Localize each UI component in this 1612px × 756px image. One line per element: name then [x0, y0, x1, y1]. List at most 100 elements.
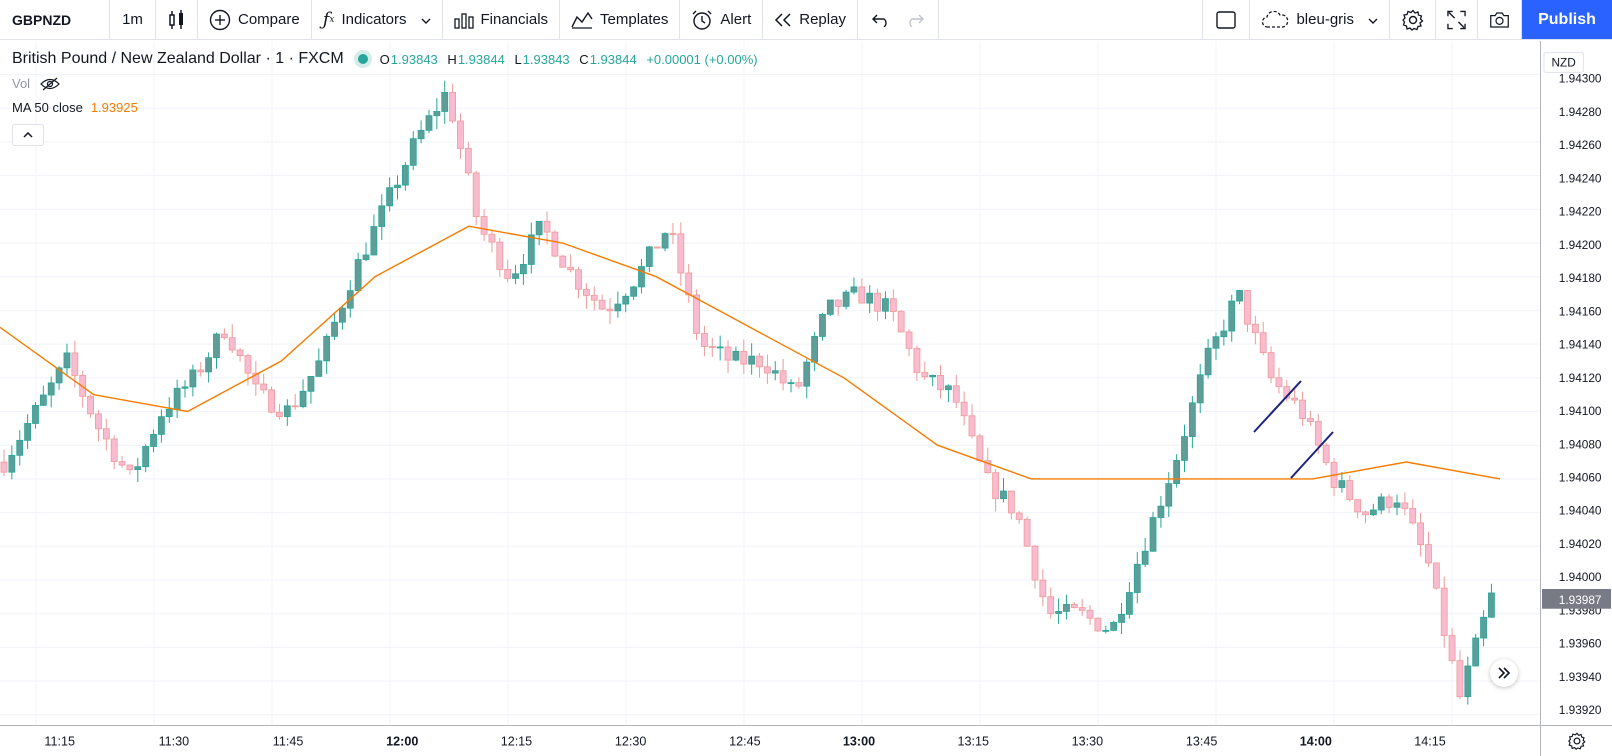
candle-body [630, 286, 637, 297]
candle-body [165, 409, 173, 418]
candle [1055, 598, 1062, 624]
candle [740, 339, 748, 374]
camera-icon [1490, 11, 1509, 28]
candle [236, 348, 244, 362]
candle-body [535, 221, 543, 236]
interval-button[interactable]: 1m [110, 0, 156, 39]
time-tick-label: 13:00 [843, 734, 875, 748]
candle-body [433, 111, 441, 117]
price-tick-label: 1.94240 [1559, 171, 1602, 185]
candle [95, 409, 102, 442]
volume-label[interactable]: Vol [12, 76, 31, 91]
candle [1094, 617, 1102, 632]
replay-button[interactable]: Replay [763, 0, 858, 39]
financials-button[interactable]: Financials [443, 0, 561, 39]
candle [1173, 454, 1181, 488]
candle [889, 289, 897, 322]
alert-button[interactable]: Alert [680, 0, 764, 39]
candle-body [331, 321, 338, 337]
candle [496, 238, 504, 277]
candle-body [968, 415, 976, 437]
candle [71, 340, 79, 388]
candle-body [457, 120, 464, 149]
layout-select-button[interactable]: bleu-gris [1250, 0, 1390, 39]
current-price-box [1541, 589, 1612, 609]
fullscreen-button[interactable] [1436, 0, 1478, 39]
redo-button[interactable] [898, 0, 939, 39]
candle-body [252, 372, 260, 385]
candle-body [464, 148, 472, 174]
snapshot-button[interactable] [1478, 0, 1522, 39]
candle [1196, 363, 1204, 414]
symbol-search-button[interactable]: GBPNZD [0, 0, 110, 39]
ma-label[interactable]: MA 50 close [12, 100, 83, 115]
undo-button[interactable] [858, 0, 898, 39]
candle-body [716, 346, 724, 349]
candle-body [614, 303, 622, 312]
time-tick-label: 12:00 [386, 734, 418, 748]
fullscreen-select-button[interactable] [1202, 0, 1251, 39]
templates-button[interactable]: Templates [560, 0, 681, 39]
price-axis[interactable]: 1.94300 1.94280 1.94260 1.94240 1.94220 1.942… [1540, 41, 1612, 725]
candle [417, 120, 425, 144]
candle-body [1267, 352, 1275, 379]
close-value: 1.93844 [589, 51, 637, 67]
candle [1228, 294, 1236, 342]
candle [913, 345, 921, 381]
candle-body [984, 460, 992, 474]
axis-settings-button[interactable] [1540, 725, 1612, 756]
candle-body [1369, 509, 1377, 516]
candle-body [779, 370, 787, 384]
eye-hidden-icon[interactable] [40, 77, 60, 91]
candle [1307, 410, 1314, 426]
candles-series [0, 80, 1495, 705]
ohlc-values: O1.93843 H1.93844 L1.93843 C1.93844 +0.0… [380, 52, 764, 67]
settings-button[interactable] [1390, 0, 1436, 39]
symbol-title[interactable]: British Pound / New Zealand Dollar · 1 ·… [12, 50, 344, 67]
chart-style-button[interactable] [156, 0, 198, 39]
candle-body [1063, 603, 1070, 612]
expand-icon [1447, 10, 1466, 29]
candle [653, 246, 661, 249]
candle-body [1031, 545, 1039, 581]
candle [842, 289, 850, 310]
time-tick-label: 11:15 [44, 734, 75, 748]
candle-body [1133, 563, 1141, 593]
candle [1369, 503, 1377, 517]
candle [126, 464, 134, 475]
candle-body [409, 138, 417, 166]
candle-body [118, 461, 126, 466]
candle [472, 170, 480, 226]
candle-body [1440, 587, 1448, 636]
candle [150, 429, 157, 453]
candle-body [992, 472, 1000, 500]
candle-body [1086, 609, 1094, 619]
scroll-to-realtime-button[interactable] [1490, 659, 1518, 687]
candle [1425, 531, 1432, 567]
time-axis[interactable]: 11:15 11:30 11:45 12:00 12:15 12:30 12:45 13:00… [0, 725, 1540, 756]
candle-body [771, 370, 779, 374]
candle [874, 288, 881, 321]
candle-body [598, 299, 606, 310]
candle-body [291, 405, 299, 408]
chart-pane[interactable] [0, 41, 1540, 725]
price-tick-label: 1.93940 [1559, 670, 1602, 684]
compare-button[interactable]: Compare [198, 0, 312, 39]
legend-collapse-button[interactable] [12, 124, 44, 146]
high-value: 1.93844 [457, 51, 505, 67]
publish-button[interactable]: Publish [1522, 0, 1612, 39]
candle [559, 254, 567, 268]
currency-text: NZD [1552, 55, 1576, 69]
candle [1456, 650, 1464, 700]
candle-body [724, 346, 732, 361]
candle-body [1456, 660, 1464, 698]
candle [1031, 544, 1039, 589]
candle-body [606, 308, 614, 312]
candle [315, 348, 323, 377]
candle-body [1314, 421, 1322, 446]
candle [32, 402, 39, 429]
candle [118, 455, 126, 468]
candle [748, 343, 756, 375]
candle-body [370, 226, 378, 256]
